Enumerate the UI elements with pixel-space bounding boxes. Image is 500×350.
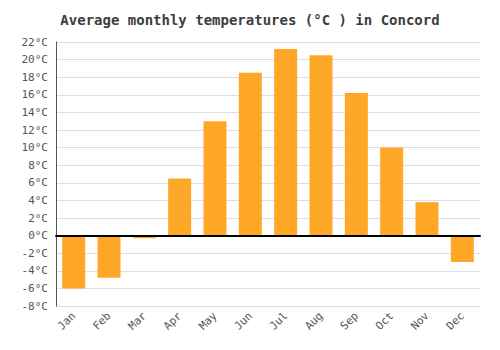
svg-text:-6°C: -6°C — [22, 282, 49, 295]
svg-text:2°C: 2°C — [28, 212, 48, 225]
svg-text:Apr: Apr — [161, 309, 184, 332]
svg-text:6°C: 6°C — [28, 176, 48, 189]
svg-text:-4°C: -4°C — [22, 264, 49, 277]
svg-text:10°C: 10°C — [22, 141, 49, 154]
svg-text:-8°C: -8°C — [22, 300, 49, 313]
svg-text:-2°C: -2°C — [22, 247, 49, 260]
svg-text:Sep: Sep — [338, 309, 361, 332]
svg-text:16°C: 16°C — [22, 88, 49, 101]
svg-text:Oct: Oct — [373, 309, 396, 332]
svg-text:Mar: Mar — [126, 309, 149, 332]
svg-text:0°C: 0°C — [28, 229, 48, 242]
svg-text:Jul: Jul — [267, 309, 290, 332]
svg-text:8°C: 8°C — [28, 159, 48, 172]
svg-text:20°C: 20°C — [22, 53, 49, 66]
svg-text:Jan: Jan — [55, 309, 78, 332]
svg-text:18°C: 18°C — [22, 71, 49, 84]
svg-text:22°C: 22°C — [22, 36, 49, 49]
svg-text:Dec: Dec — [444, 309, 467, 332]
svg-text:Average monthly temperatures (: Average monthly temperatures (°C ) in Co… — [60, 12, 439, 28]
svg-text:12°C: 12°C — [22, 124, 49, 137]
svg-text:14°C: 14°C — [22, 106, 49, 119]
svg-text:Jun: Jun — [232, 309, 255, 332]
svg-text:May: May — [196, 309, 219, 332]
svg-text:Aug: Aug — [302, 309, 325, 332]
svg-text:Feb: Feb — [90, 309, 113, 332]
svg-text:4°C: 4°C — [28, 194, 48, 207]
svg-text:Nov: Nov — [408, 309, 431, 332]
